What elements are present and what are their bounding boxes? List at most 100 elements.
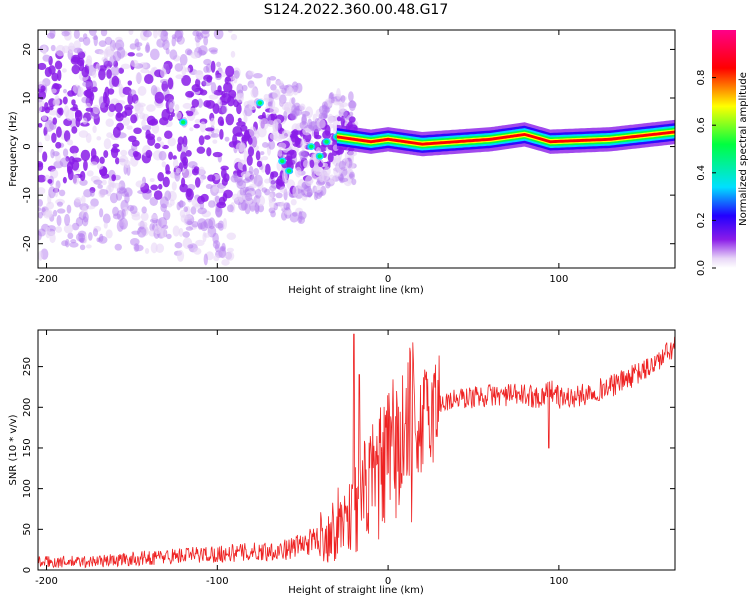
spectrogram-cell — [49, 30, 56, 39]
spectrogram-cell — [155, 243, 165, 253]
spectrogram-cell — [195, 239, 205, 247]
spectrogram-cell — [38, 230, 42, 241]
spectrogram-cell — [203, 65, 210, 73]
spectrogram-cell — [203, 232, 211, 238]
spectrogram-cell — [283, 110, 288, 121]
spectrogram-cell — [174, 30, 184, 39]
spectrogram-cell — [71, 64, 80, 75]
spectrogram-cell — [236, 103, 242, 115]
spectrogram-cell — [208, 200, 216, 208]
spectrogram-cell — [42, 54, 51, 62]
spectrogram-cell — [196, 32, 204, 40]
spectrogram-cell — [38, 174, 47, 183]
spectrogram-cell — [44, 209, 53, 218]
spectrogram-cell — [86, 170, 94, 177]
spectrogram-cell — [226, 232, 237, 241]
spectrogram-cell — [179, 183, 189, 193]
spectrogram-cell — [314, 185, 322, 193]
spectrogram-cell — [233, 70, 240, 79]
spectrogram-cell — [309, 144, 314, 149]
spectrogram-x-tick-label: 0 — [385, 274, 391, 285]
spectrogram-cell — [317, 154, 322, 159]
spectrogram-cell — [243, 114, 248, 124]
spectrogram-cell — [108, 103, 116, 113]
spectrogram-cell — [127, 80, 133, 86]
spectrogram-cell — [124, 159, 131, 168]
spectrogram-cell — [52, 117, 58, 125]
spectrogram-cell — [171, 36, 176, 47]
spectrogram-cell — [55, 226, 63, 233]
spectrogram-cell — [313, 191, 319, 201]
spectrogram-cell — [162, 176, 170, 188]
spectrogram-cell — [212, 151, 223, 158]
spectrogram-cell — [158, 217, 168, 228]
spectrogram-cell — [168, 151, 174, 160]
spectrogram-cell — [137, 226, 147, 238]
spectrogram-cell — [227, 30, 233, 33]
spectrogram-cell — [270, 210, 276, 218]
spectrogram-cell — [328, 174, 336, 185]
spectrogram-cell — [98, 188, 106, 198]
spectrogram-cell — [103, 150, 109, 158]
spectrogram-cell — [176, 249, 185, 262]
spectrogram-cell — [210, 49, 218, 55]
spectrogram-cell — [57, 69, 62, 82]
spectrogram-cell — [146, 115, 156, 126]
colorbar-tick-label: 0.4 — [696, 165, 707, 181]
spectrogram-cell — [197, 98, 203, 108]
spectrogram-cell — [224, 136, 230, 142]
spectrogram-cell — [126, 125, 133, 130]
spectrogram-cell — [174, 111, 182, 120]
spectrogram-x-tick-label: 100 — [549, 274, 568, 285]
spectrogram-cell — [171, 181, 177, 191]
spectrogram-cell — [102, 213, 111, 224]
spectrogram-cell — [280, 159, 285, 164]
spectrogram-cell — [51, 72, 59, 82]
snr-series-line — [38, 333, 675, 569]
spectrogram-cell — [230, 33, 238, 41]
colorbar-label: Normalized spectral amplitude — [738, 72, 749, 226]
spectrogram-cell — [178, 227, 184, 237]
snr-y-tick-label: 100 — [22, 479, 33, 498]
spectrogram-cell — [167, 114, 173, 122]
spectrogram-cell — [100, 30, 108, 37]
spectrogram-cell — [149, 178, 155, 183]
spectrogram-cell — [103, 138, 112, 150]
spectrogram-cell — [124, 193, 130, 204]
spectrogram-cell — [222, 217, 227, 230]
spectrogram-cell — [244, 202, 251, 215]
spectrogram-cell — [219, 245, 226, 252]
spectrogram-cell — [150, 214, 158, 221]
spectrogram-cell — [160, 67, 166, 78]
snr-x-tick-label: -100 — [206, 576, 229, 587]
spectrogram-cell — [114, 243, 122, 251]
spectrogram-cell — [257, 204, 265, 213]
spectrogram-cell — [197, 222, 203, 230]
spectrogram-cell — [212, 103, 220, 114]
snr-y-label: SNR (10 * v/v) — [8, 414, 19, 485]
spectrogram-cell — [179, 53, 188, 66]
spectrogram-cell — [44, 101, 49, 111]
spectrogram-cell — [172, 155, 177, 160]
spectrogram-cell — [135, 72, 143, 84]
spectrogram-cell — [153, 190, 163, 200]
spectrogram-x-tick-label: -100 — [206, 274, 229, 285]
spectrogram-cell — [261, 142, 269, 148]
spectrogram-cell — [225, 65, 235, 77]
spectrogram-y-label: Frequency (Hz) — [8, 111, 19, 187]
spectrogram-cell — [81, 96, 90, 104]
spectrogram-cell — [90, 148, 97, 160]
spectrogram-cell — [172, 158, 179, 169]
spectrogram-cell — [79, 170, 86, 182]
spectrogram-cell — [172, 225, 180, 237]
spectrogram-cell — [291, 97, 296, 105]
spectrogram-cell — [127, 52, 135, 57]
spectrogram-cell — [339, 102, 345, 113]
spectrogram-cell — [91, 71, 97, 79]
spectrogram-cell — [98, 68, 106, 81]
spectrogram-cell — [144, 74, 154, 85]
spectrogram-cell — [197, 207, 207, 215]
spectrogram-cell — [302, 159, 310, 169]
spectrogram-cell — [42, 44, 47, 55]
